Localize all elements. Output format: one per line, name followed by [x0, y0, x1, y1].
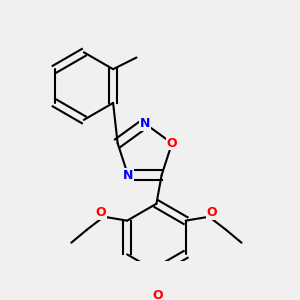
Text: O: O	[96, 206, 106, 219]
Text: O: O	[206, 206, 217, 219]
Text: N: N	[123, 169, 133, 182]
Text: N: N	[140, 117, 150, 130]
Text: O: O	[167, 137, 177, 150]
Text: O: O	[152, 290, 163, 300]
